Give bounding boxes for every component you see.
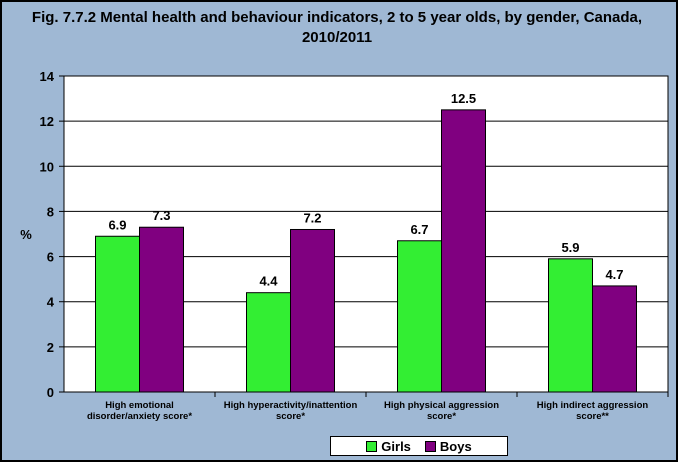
- x-tick-label: High emotional: [105, 400, 174, 411]
- bar-girls: [246, 292, 291, 393]
- legend-label-boys: Boys: [439, 438, 472, 454]
- y-tick-label: 8: [47, 204, 54, 219]
- data-label: 7.2: [303, 210, 321, 225]
- bar-boys: [592, 285, 637, 393]
- chart-legend: Girls Boys: [330, 436, 508, 456]
- x-tick-label: score*: [276, 411, 305, 422]
- y-tick-label: 2: [47, 340, 54, 355]
- y-tick-label: 6: [47, 250, 54, 265]
- bar-girls: [95, 235, 140, 393]
- x-tick-label: High indirect aggression: [537, 400, 649, 411]
- x-tick-label: High physical aggression: [384, 400, 499, 411]
- x-tick-label: disorder/anxiety score*: [87, 411, 192, 422]
- data-label: 6.7: [410, 222, 428, 237]
- bar-girls: [397, 240, 442, 393]
- data-label: 4.4: [259, 274, 278, 289]
- y-tick-label: 10: [40, 159, 54, 174]
- chart-title: Fig. 7.7.2 Mental health and behaviour i…: [31, 9, 643, 46]
- data-label: 6.9: [108, 217, 126, 232]
- legend-item-girls: Girls: [366, 439, 411, 454]
- data-label: 12.5: [451, 91, 476, 106]
- y-axis-label: %: [20, 227, 32, 242]
- data-label: 7.3: [152, 208, 170, 223]
- x-tick-label: High hyperactivity/inattention: [224, 400, 358, 411]
- bar-boys: [290, 228, 335, 393]
- legend-swatch-girls: [366, 440, 378, 452]
- y-tick-label: 4: [47, 295, 55, 310]
- bar-boys: [139, 226, 184, 393]
- x-tick-label: score*: [427, 411, 456, 422]
- legend-label-girls: Girls: [381, 438, 411, 454]
- bar-girls: [548, 258, 593, 393]
- data-label: 5.9: [561, 240, 579, 255]
- bar-boys: [441, 109, 486, 393]
- y-tick-label: 14: [40, 69, 55, 84]
- x-tick-label: score**: [576, 411, 609, 422]
- legend-item-boys: Boys: [424, 438, 472, 454]
- y-tick-label: 0: [47, 385, 54, 400]
- data-label: 4.7: [605, 267, 623, 282]
- plot-border: [63, 75, 669, 393]
- y-tick-label: 12: [40, 114, 54, 129]
- legend-swatch-boys: [424, 440, 436, 452]
